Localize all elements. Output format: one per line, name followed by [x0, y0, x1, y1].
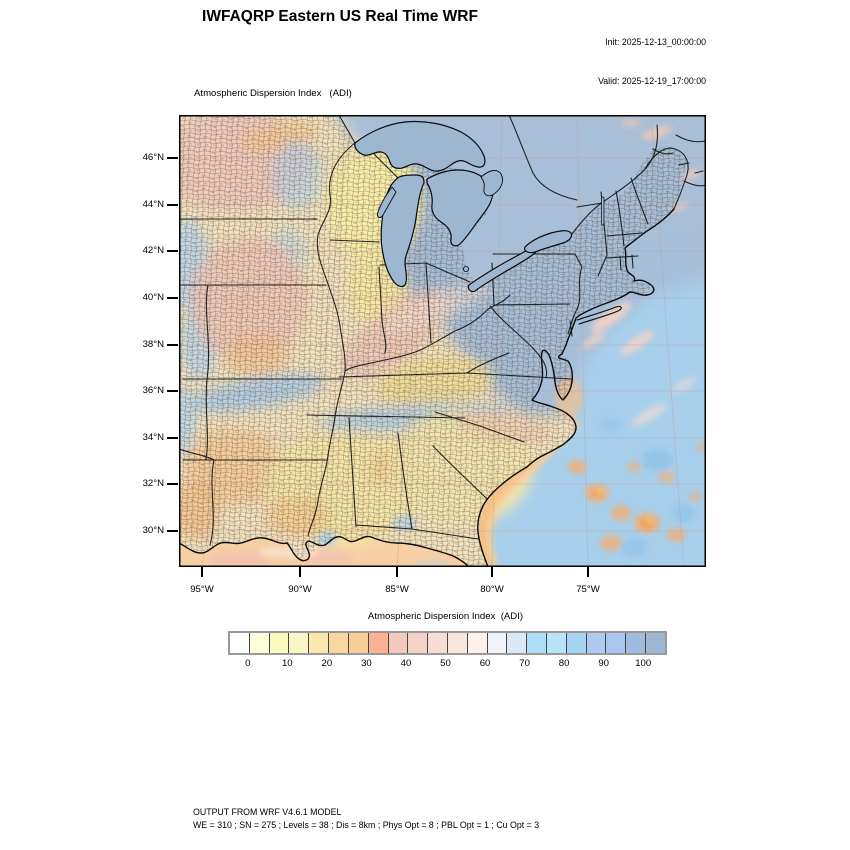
colorbar-cell: [269, 633, 290, 653]
lat-tick-label: 30°N: [142, 525, 164, 536]
colorbar-cell: [467, 633, 488, 653]
lon-tick-mark: [299, 567, 301, 577]
colorbar-tick-label: 80: [558, 658, 570, 669]
colorbar-tick-label: 60: [479, 658, 491, 669]
colorbar-tick-label: 30: [361, 658, 372, 669]
lon-tick-label: 90°W: [288, 584, 312, 595]
lat-tick-mark: [167, 204, 178, 206]
colorbar-cell: [586, 633, 607, 653]
lat-tick-mark: [167, 530, 178, 532]
footer-model-line: OUTPUT FROM WRF V4.6.1 MODEL: [193, 807, 342, 817]
colorbar-cell: [408, 633, 429, 653]
colorbar-cell: [487, 633, 508, 653]
colorbar-tick-label: 40: [400, 658, 412, 669]
footer-config-line: WE = 310 ; SN = 275 ; Levels = 38 ; Dis …: [193, 820, 540, 830]
lat-tick-mark: [167, 344, 178, 346]
colorbar-cell: [507, 633, 528, 653]
lat-tick-label: 36°N: [142, 385, 164, 396]
valid-time: Valid: 2025-12-19_17:00:00: [598, 76, 706, 86]
colorbar-cell: [428, 633, 448, 653]
lon-tick-label: 80°W: [480, 584, 504, 595]
lon-tick-mark: [396, 567, 398, 577]
lat-tick-label: 32°N: [142, 478, 164, 489]
colorbar-cell: [309, 633, 330, 653]
colorbar-tick-label: 70: [519, 658, 530, 669]
lat-tick-label: 44°N: [142, 199, 164, 210]
adi-map-svg: [179, 115, 706, 567]
lat-tick-label: 46°N: [142, 152, 164, 163]
lat-tick-mark: [167, 250, 178, 252]
colorbar-cell: [527, 633, 547, 653]
colorbar-tick-label: 10: [281, 658, 293, 669]
colorbar: [228, 631, 667, 655]
lat-tick-label: 38°N: [142, 339, 164, 350]
colorbar-tick-label: 0: [245, 658, 251, 669]
colorbar-cell: [447, 633, 468, 653]
colorbar-cell: [368, 633, 389, 653]
lat-tick-mark: [167, 437, 178, 439]
colorbar-cell: [329, 633, 349, 653]
colorbar-cell: [230, 633, 250, 653]
map-frame: [179, 115, 706, 567]
colorbar-tick-label: 90: [598, 658, 609, 669]
lon-tick-label: 75°W: [576, 584, 600, 595]
colorbar-cell: [606, 633, 627, 653]
lat-tick-label: 42°N: [142, 245, 164, 256]
init-time: Init: 2025-12-13_00:00:00: [605, 37, 706, 47]
colorbar-cell: [348, 633, 369, 653]
lat-tick-mark: [167, 157, 178, 159]
lat-tick-mark: [167, 483, 178, 485]
map-title: Atmospheric Dispersion Index (ADI): [194, 88, 352, 99]
run-times: Init: 2025-12-13_00:00:00 Valid: 2025-12…: [500, 10, 706, 114]
lat-tick-label: 34°N: [142, 432, 164, 443]
colorbar-cell: [388, 633, 409, 653]
lon-tick-mark: [587, 567, 589, 577]
colorbar-tick-label: 50: [440, 658, 451, 669]
lon-tick-mark: [201, 567, 203, 577]
lat-tick-mark: [167, 297, 178, 299]
lat-tick-label: 40°N: [142, 292, 164, 303]
colorbar-cell: [646, 633, 665, 653]
colorbar-cell: [289, 633, 310, 653]
colorbar-cell: [249, 633, 270, 653]
lat-tick-mark: [167, 390, 178, 392]
lon-tick-mark: [491, 567, 493, 577]
colorbar-cell: [566, 633, 587, 653]
colorbar-tick-label: 20: [321, 658, 333, 669]
page-title: IWFAQRP Eastern US Real Time WRF: [202, 8, 478, 25]
colorbar-cell: [626, 633, 647, 653]
colorbar-cell: [547, 633, 567, 653]
colorbar-tick-label: 100: [635, 658, 652, 669]
lon-tick-label: 95°W: [190, 584, 214, 595]
lon-tick-label: 85°W: [385, 584, 409, 595]
colorbar-title: Atmospheric Dispersion Index (ADI): [367, 611, 524, 622]
